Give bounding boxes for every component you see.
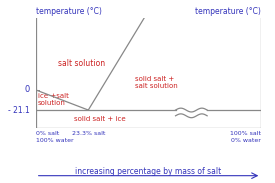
- Text: temperature (°C): temperature (°C): [195, 7, 261, 16]
- Text: salt solution: salt solution: [58, 59, 105, 68]
- Text: 100% salt
0% water: 100% salt 0% water: [230, 131, 261, 143]
- Text: 0: 0: [25, 85, 30, 94]
- Text: 23.3% salt: 23.3% salt: [72, 131, 105, 136]
- Text: ice +salt
solution: ice +salt solution: [38, 93, 69, 106]
- Text: increasing percentage by mass of salt: increasing percentage by mass of salt: [75, 167, 222, 176]
- Text: solid salt +
salt solution: solid salt + salt solution: [135, 76, 178, 89]
- Text: solid salt + ice: solid salt + ice: [74, 115, 126, 122]
- Text: - 21.1: - 21.1: [8, 106, 30, 115]
- Text: 0% salt
100% water: 0% salt 100% water: [36, 131, 73, 143]
- Text: temperature (°C): temperature (°C): [36, 7, 102, 16]
